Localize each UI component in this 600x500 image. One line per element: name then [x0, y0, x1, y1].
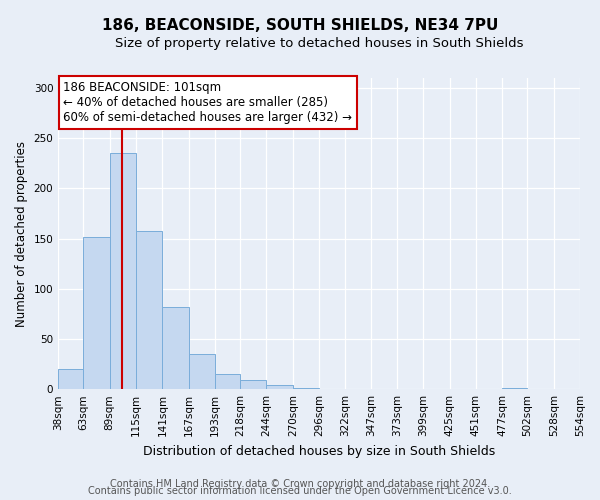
- Bar: [266, 385, 293, 389]
- Bar: [240, 380, 266, 389]
- Text: Contains public sector information licensed under the Open Government Licence v3: Contains public sector information licen…: [88, 486, 512, 496]
- Bar: [293, 388, 319, 389]
- Bar: [136, 230, 163, 389]
- Bar: [215, 374, 240, 389]
- X-axis label: Distribution of detached houses by size in South Shields: Distribution of detached houses by size …: [143, 444, 495, 458]
- Bar: [58, 369, 83, 389]
- Text: 186 BEACONSIDE: 101sqm
← 40% of detached houses are smaller (285)
60% of semi-de: 186 BEACONSIDE: 101sqm ← 40% of detached…: [64, 81, 352, 124]
- Text: 186, BEACONSIDE, SOUTH SHIELDS, NE34 7PU: 186, BEACONSIDE, SOUTH SHIELDS, NE34 7PU: [102, 18, 498, 32]
- Bar: [188, 354, 215, 389]
- Bar: [83, 236, 110, 389]
- Bar: [110, 154, 136, 389]
- Text: Contains HM Land Registry data © Crown copyright and database right 2024.: Contains HM Land Registry data © Crown c…: [110, 479, 490, 489]
- Bar: [163, 307, 188, 389]
- Title: Size of property relative to detached houses in South Shields: Size of property relative to detached ho…: [115, 38, 523, 51]
- Y-axis label: Number of detached properties: Number of detached properties: [15, 140, 28, 326]
- Bar: [502, 388, 527, 389]
